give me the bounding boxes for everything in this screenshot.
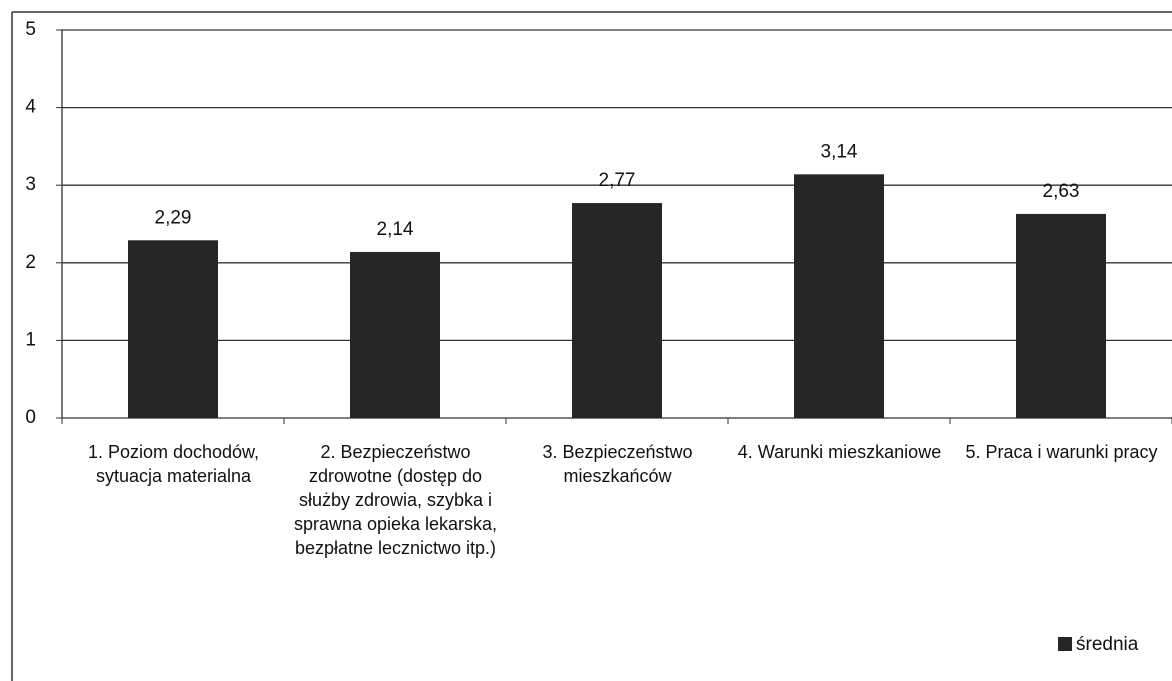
y-tick-label: 3 bbox=[25, 174, 36, 195]
y-tick-label: 2 bbox=[25, 252, 36, 273]
bar bbox=[128, 240, 218, 418]
legend-swatch bbox=[1058, 637, 1072, 651]
bar bbox=[794, 174, 884, 418]
y-tick-label: 1 bbox=[25, 329, 36, 350]
data-label: 2,14 bbox=[377, 219, 414, 240]
data-label: 2,77 bbox=[599, 170, 636, 191]
x-tick-label: 5. Praca i warunki pracy bbox=[965, 442, 1158, 462]
bar bbox=[350, 251, 440, 418]
y-tick-label: 5 bbox=[25, 19, 36, 40]
data-label: 2,29 bbox=[155, 207, 192, 228]
x-tick-label: 3. Bezpieczeństwo mieszkańców bbox=[542, 442, 693, 486]
y-tick-label: 0 bbox=[25, 407, 36, 428]
y-tick-label: 4 bbox=[25, 97, 36, 118]
data-label: 2,63 bbox=[1043, 181, 1080, 202]
bar bbox=[1016, 213, 1106, 418]
legend-label: średnia bbox=[1076, 634, 1139, 655]
x-tick-label: 1. Poziom dochodów, sytuacja materialna bbox=[87, 442, 260, 486]
data-label: 3,14 bbox=[821, 141, 858, 162]
x-tick-label: 4. Warunki mieszkaniowe bbox=[737, 442, 942, 462]
bar bbox=[572, 203, 662, 418]
x-tick-label: 2. Bezpieczeństwo zdrowotne (dostęp do s… bbox=[293, 442, 498, 558]
